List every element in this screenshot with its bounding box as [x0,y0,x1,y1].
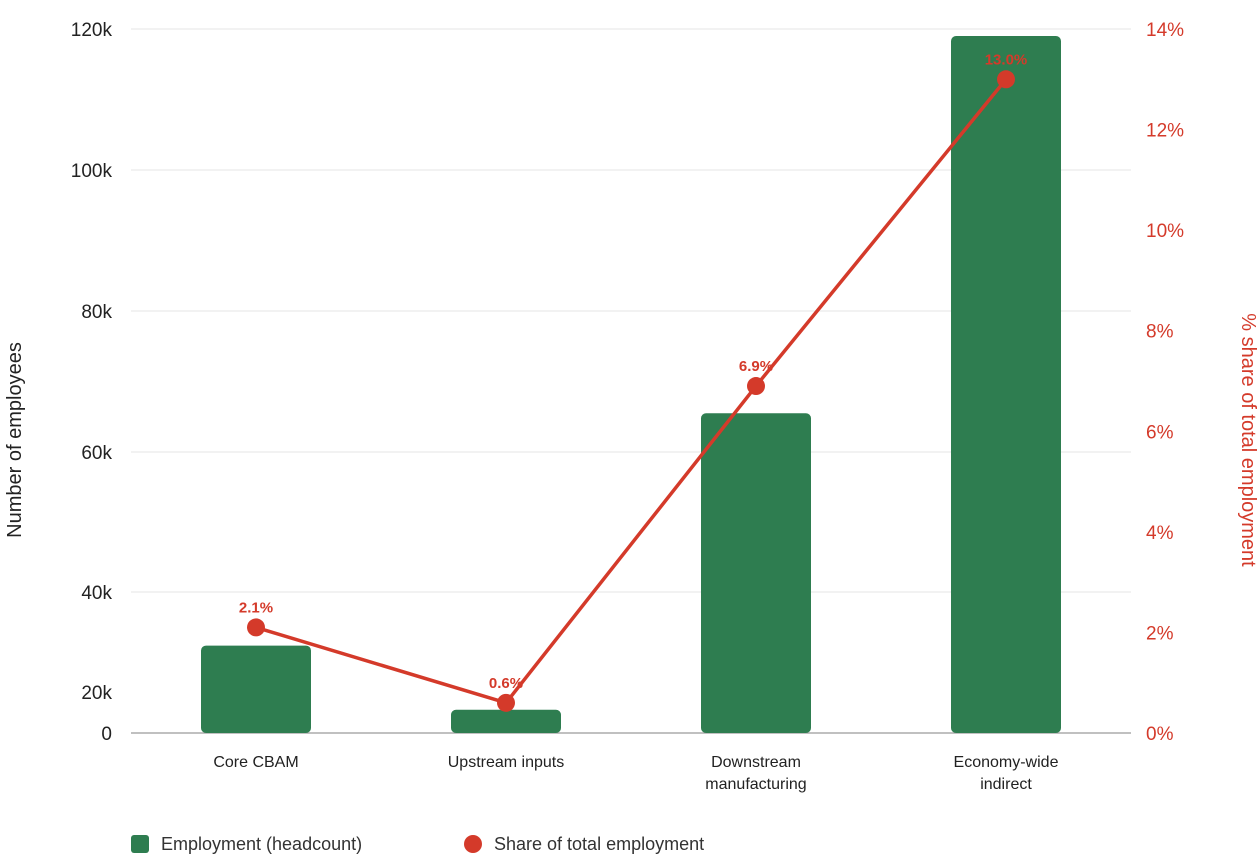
right-tick-label: 2% [1146,623,1174,644]
share-point [497,693,515,712]
share-line-path [255,78,1008,705]
share-data-label: 2.1% [239,599,273,616]
category-label: manufacturing [705,776,806,793]
right-tick-label: 0% [1146,724,1174,745]
share-point [247,618,265,637]
right-tick-label: 4% [1146,523,1174,544]
share-data-label: 6.9% [739,358,773,375]
share-data-label: 0.6% [489,675,523,692]
share-point [997,70,1015,89]
category-label: indirect [980,776,1032,793]
right-tick-label: 12% [1146,121,1184,142]
legend-bar-label: Employment (headcount) [161,834,362,854]
category-label: Upstream inputs [448,754,565,771]
legend-line-label: Share of total employment [494,834,704,854]
left-axis-title: Number of employees [4,342,26,538]
share-line: 2.1% 0.6% 6.9% 13.0% [239,51,1027,712]
category-label: Core CBAM [213,754,298,771]
right-axis-title: % share of total employment [1237,313,1258,567]
share-point [747,377,765,396]
bar [701,413,811,733]
right-axis-ticks: 0% 2% 4% 6% 8% 10% 12% 14% [1146,20,1184,745]
left-tick-label: 80k [81,302,112,323]
left-tick-label: 100k [71,161,113,182]
left-tick-label: 0 [101,724,112,745]
right-tick-label: 8% [1146,322,1174,343]
legend: Employment (headcount) Share of total em… [131,834,704,854]
left-tick-label: 20k [81,683,112,704]
left-tick-label: 120k [71,20,113,41]
category-label: Downstream [711,754,801,771]
bars [201,36,1061,734]
right-tick-label: 14% [1146,20,1184,41]
right-tick-label: 6% [1146,422,1174,443]
bar [201,645,311,733]
category-labels: Core CBAM Upstream inputs Downstream manufa… [213,754,1058,793]
legend-line-swatch [464,835,482,853]
left-tick-label: 40k [81,583,112,604]
legend-bar-swatch [131,835,149,853]
left-axis-ticks: 0 20k 40k 60k 80k 100k 120k [71,20,113,745]
share-data-label: 13.0% [985,51,1028,68]
bar [951,36,1061,734]
right-tick-label: 10% [1146,221,1184,242]
category-label: Economy-wide [954,754,1059,771]
left-tick-label: 60k [81,443,112,464]
bar [451,709,561,733]
